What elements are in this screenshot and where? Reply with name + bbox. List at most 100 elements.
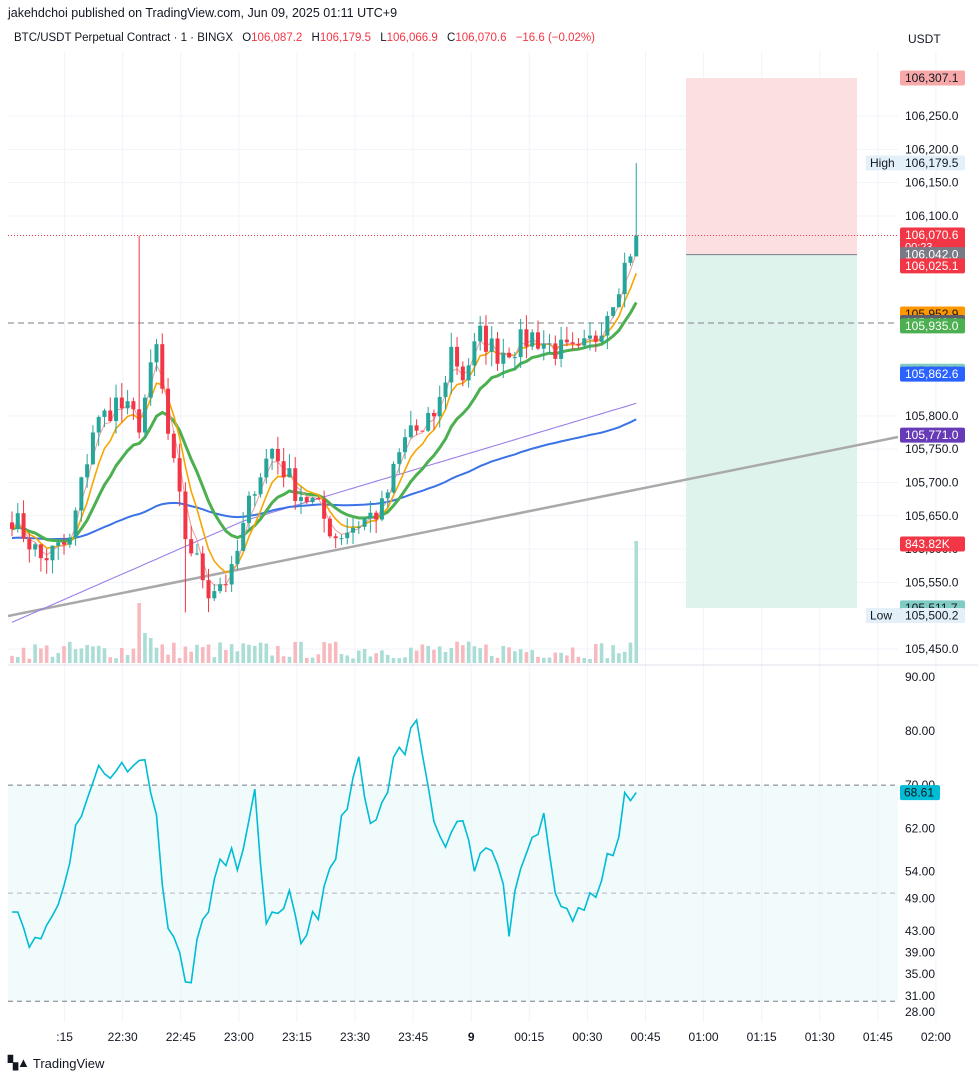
volume-bar <box>15 656 20 663</box>
rsi-axis-tick: 35.00 <box>905 967 935 981</box>
volume-bar <box>414 650 419 663</box>
candle-body <box>50 545 55 561</box>
candle-body <box>114 397 119 422</box>
volume-bar <box>426 645 430 663</box>
rsi-value-box <box>900 785 940 801</box>
open-value: 106,087.2 <box>251 32 303 44</box>
price-label: 105,862.6 <box>900 366 965 382</box>
candle-body <box>593 335 598 342</box>
candle-body <box>327 518 332 537</box>
price-label-box <box>900 608 965 624</box>
publisher-line: jakehdchoi published on TradingView.com,… <box>8 6 398 20</box>
candle-body <box>397 452 402 464</box>
candle-body <box>611 307 616 316</box>
candle-body <box>362 518 367 527</box>
time-axis-tick: 01:45 <box>863 1030 893 1044</box>
volume-bar <box>229 644 234 663</box>
volume-bar <box>432 649 436 663</box>
candle-body <box>455 346 460 367</box>
volume-bar <box>570 647 575 663</box>
volume-bar <box>634 541 639 663</box>
volume-bar <box>547 657 552 663</box>
volume-bar <box>593 643 598 663</box>
candle-body <box>258 477 263 495</box>
candle-body <box>356 526 361 528</box>
candle-body <box>56 542 61 546</box>
candle-body <box>171 433 176 459</box>
tradingview-logo[interactable]: ▚▲ TradingView <box>8 1055 104 1071</box>
volume-bar <box>33 644 37 663</box>
volume-bar <box>362 648 367 663</box>
candle-body <box>148 362 153 398</box>
price-label-value: 106,307.1 <box>905 71 959 85</box>
change-value: −16.6 (−0.02%) <box>515 32 595 44</box>
candle-body <box>142 397 147 433</box>
candle-body <box>154 344 159 363</box>
volume-bar <box>160 644 165 663</box>
price-axis-tick: 105,750.0 <box>905 442 959 456</box>
volume-bar <box>628 642 633 663</box>
currency-label[interactable]: USDT <box>908 32 941 46</box>
volume-bar <box>114 658 118 663</box>
candle-body <box>489 338 494 352</box>
candle-body <box>472 341 477 366</box>
position-target-zone <box>686 254 857 608</box>
close-label: C <box>447 32 456 44</box>
candle-body <box>570 342 575 344</box>
volume-bar <box>154 647 159 663</box>
volume-bar <box>39 648 43 663</box>
candle-body <box>264 458 269 478</box>
time-axis-tick: 01:15 <box>747 1030 777 1044</box>
volume-bar <box>270 655 274 663</box>
volume-bar <box>96 645 101 663</box>
trend-line <box>7 435 899 618</box>
price-label-value: 843.82K <box>905 537 950 551</box>
price-label-tag-box <box>866 608 900 624</box>
volume-bar <box>443 652 448 663</box>
candle-body <box>270 448 275 459</box>
volume-bar <box>21 647 26 663</box>
volume-bar <box>247 644 251 663</box>
tradingview-logo-icon: ▚▲ <box>8 1055 30 1070</box>
volume-bar <box>143 633 147 663</box>
price-label-box <box>900 427 965 443</box>
candle-body <box>483 325 488 352</box>
volume-bar <box>85 645 89 663</box>
price-label-value: 105,500.2 <box>905 609 959 623</box>
volume-bar <box>461 645 465 663</box>
volume-bar <box>576 656 581 663</box>
volume-bar <box>252 645 257 663</box>
price-label: 106,307.1 <box>900 70 965 86</box>
volume-bar <box>287 656 292 663</box>
volume-bar <box>397 658 402 663</box>
volume-bar <box>62 646 66 663</box>
volume-bar <box>183 646 188 663</box>
volume-bar <box>328 643 332 663</box>
time-axis-tick: 9 <box>468 1030 475 1044</box>
volume-bar <box>582 658 587 663</box>
volume-bar <box>50 656 55 663</box>
candle-body <box>368 512 373 519</box>
volume-bar <box>437 646 442 663</box>
volume-bar <box>403 657 407 663</box>
volume-bar <box>68 641 72 663</box>
volume-bar <box>449 647 454 663</box>
price-label-value: 106,042.0 <box>905 248 959 262</box>
rsi-axis-tick: 28.00 <box>905 1005 935 1019</box>
volume-bar <box>276 646 280 663</box>
candle-body <box>553 343 558 359</box>
volume-bar <box>195 644 199 663</box>
candle-body <box>235 550 240 565</box>
price-label-box <box>900 318 965 334</box>
volume-bar <box>177 658 182 663</box>
symbol-title[interactable]: BTC/USDT Perpetual Contract · 1 · BINGX <box>14 32 233 44</box>
price-axis-tick: 105,800.0 <box>905 409 959 423</box>
candle-body <box>414 425 419 431</box>
candle-body <box>21 513 26 539</box>
candle-body <box>576 343 581 346</box>
price-label-tag: Low <box>870 609 892 623</box>
rsi-value-text: 68.61 <box>904 786 934 800</box>
price-axis-tick: 106,100.0 <box>905 209 959 223</box>
volume-bar <box>333 641 338 663</box>
